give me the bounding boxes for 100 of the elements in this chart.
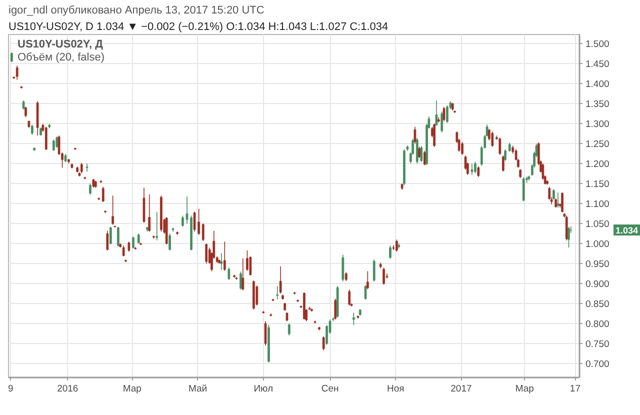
candlestick (246, 250, 248, 272)
y-tick-label: 0.700 (586, 359, 610, 370)
y-tick-label: 1.050 (586, 219, 610, 230)
candlestick (109, 226, 112, 245)
candlestick (288, 323, 290, 336)
y-tick-label: 1.500 (586, 39, 610, 50)
candlestick (470, 163, 474, 176)
y-tick-label: 0.950 (586, 259, 610, 270)
candlestick (128, 241, 130, 252)
y-tick-label: 1.350 (586, 99, 610, 110)
y-tick-label: 0.750 (586, 339, 610, 350)
candlestick (522, 176, 525, 202)
x-tick-label: 9 (8, 384, 14, 394)
candlestick (440, 111, 444, 133)
candlestick (502, 155, 504, 172)
y-tick-label: 1.200 (586, 159, 610, 170)
candlestick (89, 183, 92, 196)
candlestick (223, 241, 226, 272)
x-tick-label: Ноя (386, 384, 404, 394)
x-tick-label: 2017 (450, 384, 472, 394)
candlestick (24, 106, 27, 118)
candlestick (389, 245, 392, 260)
y-tick-label: 0.800 (586, 319, 610, 330)
candlestick (193, 211, 196, 232)
candlestick (44, 126, 48, 150)
candlestick (264, 320, 267, 346)
candlestick (142, 187, 146, 224)
candlestick (364, 284, 367, 300)
candlestick (565, 215, 568, 241)
candlestick (242, 258, 244, 291)
x-tick-label: Май (188, 384, 208, 394)
candlestick (137, 233, 140, 244)
candlestick (276, 286, 278, 300)
candlestick (372, 259, 376, 282)
candlestick (366, 270, 369, 290)
candlestick (205, 243, 208, 264)
candlestick (16, 65, 18, 80)
candlestick (148, 194, 151, 232)
annotation: US10Y-US02Y, Д (18, 38, 104, 50)
candlestick (548, 186, 551, 200)
candlestick (220, 252, 223, 270)
y-tick-label: 1.400 (586, 79, 610, 90)
y-tick-label: 1.450 (586, 59, 610, 70)
y-tick-label: 1.150 (586, 179, 610, 190)
candlestick (446, 104, 448, 124)
candlestick (433, 123, 436, 148)
candlestick (122, 245, 125, 257)
y-tick-label: 1.250 (586, 139, 610, 150)
candlestick (442, 106, 446, 122)
candlestick (542, 163, 544, 180)
candlestick (22, 100, 25, 110)
candlestick (106, 230, 109, 251)
candlestick (435, 100, 438, 126)
candlestick (416, 138, 418, 164)
text: igor_ndl опубликовано Апрель 13, 2017 15:20 UTC (8, 4, 264, 16)
candlestick (552, 188, 555, 200)
x-tick-label: Сен (321, 384, 339, 394)
candlestick (461, 142, 464, 156)
x-tick-label: Июл (254, 384, 274, 394)
x-tick-label: 2016 (57, 384, 78, 394)
candlestick (86, 163, 88, 172)
candlestick (240, 271, 242, 290)
candlestick (117, 226, 120, 247)
chart-title: US10Y-US02Y, D 1.034 ▼ −0.002 (−0.21%) O:1.034 H:1.043 L:1.027 C:1.034 (8, 21, 388, 33)
candlestick (474, 161, 476, 174)
candlestick (10, 52, 13, 62)
annotation: Объём (20, false) (18, 52, 105, 64)
candlestick (156, 212, 158, 241)
y-tick-label: 1.100 (586, 199, 610, 210)
candlestick (168, 233, 171, 251)
candlestick (561, 192, 564, 213)
candlestick (556, 192, 560, 208)
candlestick (392, 244, 395, 250)
candlestick (396, 239, 398, 252)
candlestick (498, 137, 502, 156)
candlestick (132, 236, 134, 249)
candlestick (504, 148, 506, 162)
candlestick (414, 126, 416, 144)
candlestick (568, 226, 570, 248)
y-tick-label: 1.300 (586, 119, 610, 130)
x-tick-label: Мар (515, 384, 534, 394)
candlestick (112, 195, 114, 226)
candlestick (322, 336, 325, 351)
y-tick-label: 0.900 (586, 279, 610, 290)
candlestick (491, 131, 494, 148)
candlestick (52, 139, 55, 152)
candlestick (477, 166, 480, 178)
candlestick (256, 285, 258, 306)
candlestick (80, 162, 83, 174)
candlestick (228, 267, 230, 280)
y-tick-label: 0.850 (586, 299, 610, 310)
candlestick (382, 267, 385, 286)
x-tick-label: 17 (570, 384, 580, 394)
candlestick (334, 298, 337, 320)
candlestick (279, 266, 282, 294)
candlestick (342, 254, 344, 282)
text: 1.034 (616, 225, 638, 236)
candlestick (30, 124, 34, 136)
candlestick (202, 223, 204, 242)
candlestick (102, 186, 104, 202)
